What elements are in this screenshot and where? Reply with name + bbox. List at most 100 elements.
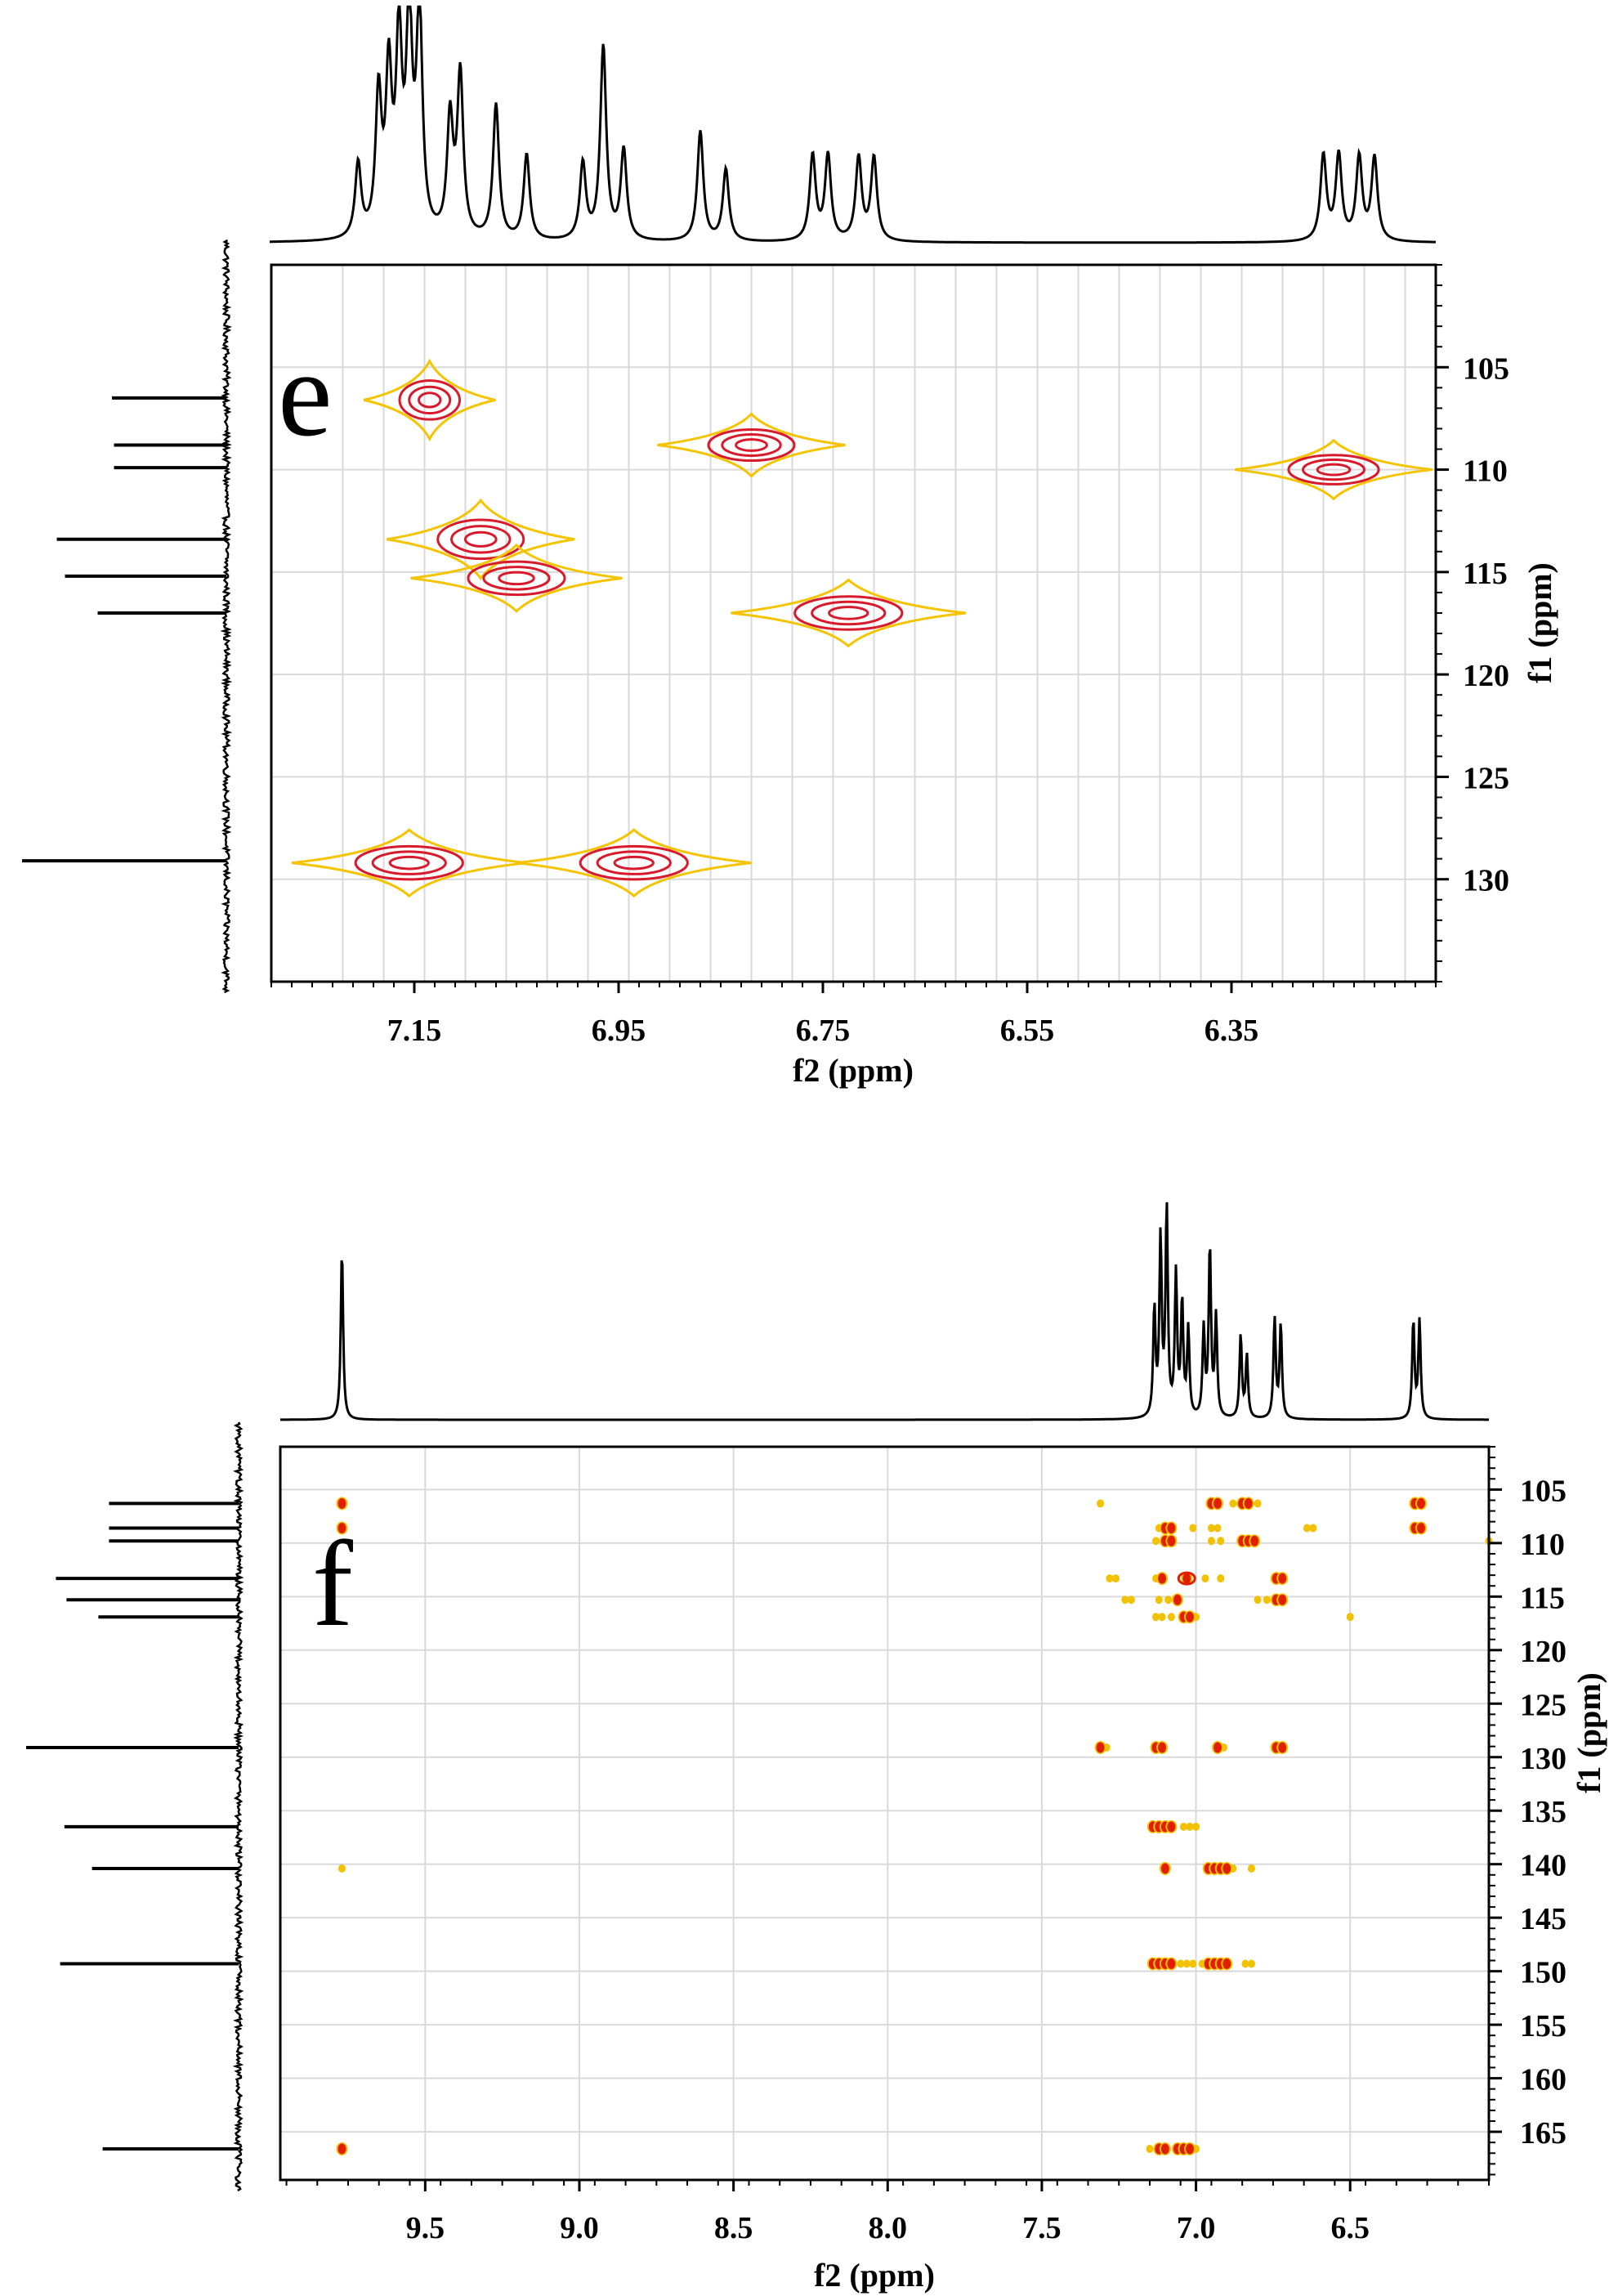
cross-peak [363,358,496,442]
strong-correlation-spot [1415,1521,1427,1535]
panel-e-label: e [278,326,333,462]
panel-f-y-axis-title: f1 (ppm) [1571,1672,1607,1793]
weak-correlation-spot [1247,1959,1255,1968]
outer-contour [387,498,575,580]
panel-f-plot-frame [279,1445,1491,2182]
strong-correlation-spot [1276,1572,1289,1586]
strong-correlation-spot [1165,1521,1178,1535]
inner-contour [613,855,655,871]
panel-f-label: f [312,1516,353,1652]
panel-f-13c-projection [26,1421,244,2192]
panel-e-cross-peaks [291,358,1433,898]
spot-core [1182,1573,1191,1584]
strong-correlation-spot [1159,1861,1171,1875]
panel-e-y-axis-title: f1 (ppm) [1522,562,1558,683]
x-tick-label: 7.15 [387,1014,442,1048]
strong-correlation-spot [1276,1593,1289,1607]
strong-correlation-spot [1249,1534,1261,1548]
inner-contour [371,850,447,875]
spot-core [1167,1535,1176,1546]
spot-core [1278,1573,1287,1584]
panel-f-gridlines [280,1447,1489,2180]
cross-peak [410,543,623,613]
weak-correlation-spot [1247,1864,1255,1873]
weak-correlation-spot [1146,2145,1154,2154]
weak-correlation-spot [1097,1499,1105,1508]
spot-core [1250,1535,1259,1546]
spot-core [1222,1863,1231,1874]
strong-correlation-spot [1159,2142,1171,2156]
outer-contour [657,412,846,478]
x-tick-label: 8.5 [714,2211,753,2245]
strong-correlation-spot [1181,1572,1193,1586]
weak-correlation-spot [1186,1822,1194,1831]
strong-correlation-spot [1094,1740,1106,1754]
13c-baseline-noise [220,239,233,994]
weak-correlation-spot [1189,1959,1197,1968]
cross-peak [387,498,575,580]
weak-correlation-spot [1229,1499,1237,1508]
inner-contour [793,595,904,631]
weak-correlation-spot [1303,1524,1311,1533]
strong-correlation-spot [1242,1497,1254,1511]
weak-correlation-spot [1152,1613,1160,1622]
weak-correlation-spot [1201,1574,1209,1583]
panel-f-x-axis-title: f2 (ppm) [814,2257,935,2294]
y-tick-label: 120 [1463,659,1509,693]
y-tick-label: 135 [1520,1795,1567,1829]
spot-core [1167,1523,1176,1534]
spot-core [1416,1523,1425,1534]
spot-core [1173,1594,1182,1605]
spot-core [337,2143,346,2155]
panel-e-13c-projection [22,239,233,994]
y-tick-label: 165 [1520,2116,1567,2151]
inner-contour [498,571,535,586]
x-tick-label: 6.95 [592,1014,646,1048]
panel-f-cross-peaks [336,1497,1493,2156]
y-tick-label: 130 [1463,864,1509,898]
strong-correlation-spot [1276,1740,1289,1754]
spot-core [1278,1594,1287,1605]
panel-e-x-axis-title: f2 (ppm) [793,1052,914,1089]
spot-core [1186,2143,1195,2155]
x-tick-label: 9.5 [406,2211,445,2245]
spot-core [1278,1742,1287,1753]
strong-correlation-spot [1165,1819,1178,1833]
spot-core [337,1497,346,1509]
y-tick-label: 105 [1520,1474,1567,1508]
spot-core [337,1523,346,1534]
inner-contour [436,518,525,561]
strong-correlation-spot [1415,1497,1427,1511]
weak-correlation-spot [1177,1959,1185,1968]
y-tick-label: 125 [1520,1688,1567,1722]
spot-core [1167,1821,1176,1833]
weak-correlation-spot [1214,1524,1222,1533]
outer-contour [1235,438,1433,501]
inner-contour [450,525,512,554]
spot-core [1244,1497,1253,1509]
panel-e-plot-frame [270,263,1437,983]
y-tick-label: 115 [1463,557,1508,591]
x-tick-label: 6.35 [1205,1014,1259,1048]
weak-correlation-spot [1309,1524,1317,1533]
y-tick-label: 130 [1520,1742,1567,1776]
spot-core [1186,1611,1195,1622]
y-tick-label: 160 [1520,2063,1567,2097]
x-tick-label: 9.0 [560,2211,599,2245]
y-tick-label: 155 [1520,2009,1567,2043]
strong-correlation-spot [1156,1572,1169,1586]
y-tick-label: 110 [1520,1528,1565,1562]
outer-contour [363,358,496,442]
panel-e: 7.15 6.95 6.75 6.55 6.35 105 110 115 120 125 130 e… [22,5,1558,1089]
inner-contour [418,392,442,409]
cross-peak [291,828,527,898]
weak-correlation-spot [1121,1596,1129,1605]
strong-correlation-spot [1165,1957,1178,1971]
inner-contour [1302,458,1365,481]
inner-contour [721,433,782,457]
inner-contour [707,427,796,463]
13c-baseline-noise [232,1421,244,2192]
inner-contour [467,560,566,597]
spot-core [1096,1742,1105,1753]
